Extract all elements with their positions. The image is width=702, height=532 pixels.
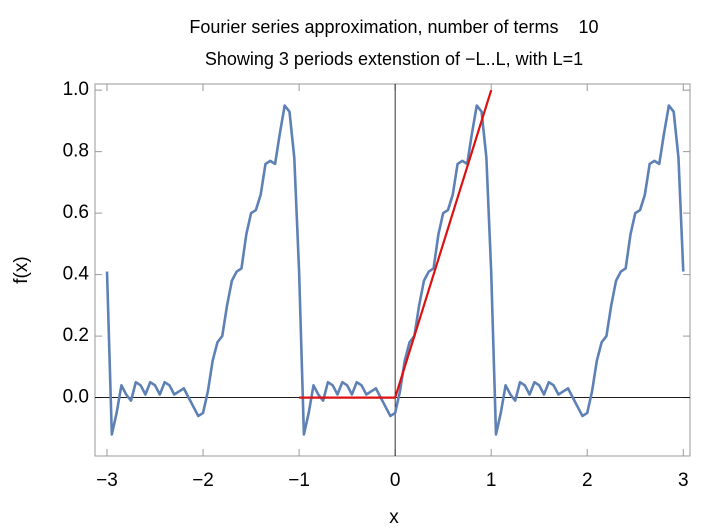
y-tick-label: 0.2 (63, 325, 89, 346)
y-tick-label: 0.6 (63, 202, 89, 223)
y-tick-label: 0.0 (63, 387, 89, 408)
x-tick-label: 3 (678, 470, 689, 491)
y-tick-label: 0.4 (63, 264, 90, 285)
x-tick-label: −1 (288, 470, 310, 491)
chart-title: Fourier series approximation, number of … (189, 17, 598, 37)
x-tick-label: 0 (390, 470, 401, 491)
x-tick-label: −3 (96, 470, 118, 491)
y-tick-label: 1.0 (63, 79, 89, 100)
series-line (105, 104, 685, 436)
y-tick-label: 0.8 (63, 141, 89, 162)
series-line (299, 89, 493, 399)
chart-subtitle: Showing 3 periods extenstion of −L..L, w… (205, 49, 583, 69)
x-tick-label: 2 (582, 470, 593, 491)
x-tick-label: −2 (192, 470, 214, 491)
y-axis-label: f(x) (11, 256, 32, 283)
x-tick-label: 1 (486, 470, 497, 491)
plot-frame (94, 83, 691, 457)
x-axis-label: x (389, 507, 399, 528)
